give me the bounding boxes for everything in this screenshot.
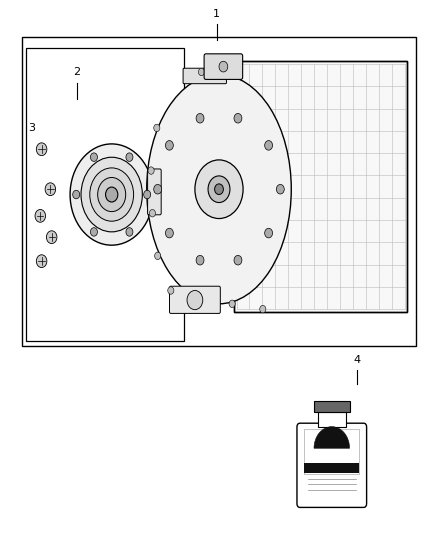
Circle shape (36, 143, 47, 156)
Circle shape (148, 167, 154, 174)
Bar (22, 37, 416, 346)
Circle shape (265, 141, 272, 150)
Circle shape (35, 209, 46, 222)
Circle shape (155, 252, 161, 260)
Circle shape (73, 190, 80, 199)
Bar (26, 48, 184, 341)
Circle shape (234, 255, 242, 265)
Bar (318, 412, 346, 427)
Circle shape (149, 209, 155, 217)
Circle shape (229, 66, 235, 73)
Circle shape (260, 305, 266, 313)
Circle shape (90, 228, 97, 236)
Text: 3: 3 (28, 123, 35, 133)
Bar (234, 61, 407, 312)
Circle shape (90, 153, 97, 161)
Wedge shape (314, 426, 350, 448)
Ellipse shape (147, 75, 291, 304)
Circle shape (154, 124, 160, 132)
FancyBboxPatch shape (170, 286, 220, 313)
Circle shape (166, 228, 173, 238)
Circle shape (90, 168, 134, 221)
Circle shape (45, 183, 56, 196)
Circle shape (166, 141, 173, 150)
Circle shape (106, 187, 118, 202)
Circle shape (187, 290, 203, 310)
Circle shape (229, 300, 235, 308)
Circle shape (234, 114, 242, 123)
Circle shape (276, 184, 284, 194)
Circle shape (198, 68, 205, 76)
Bar (234, 61, 407, 312)
Circle shape (195, 160, 243, 219)
Bar (304, 429, 359, 474)
Text: 1: 1 (213, 9, 220, 19)
Bar (304, 463, 359, 473)
Circle shape (196, 114, 204, 123)
Circle shape (46, 231, 57, 244)
FancyBboxPatch shape (183, 68, 226, 84)
Circle shape (168, 287, 174, 294)
Circle shape (98, 177, 126, 212)
Circle shape (144, 190, 151, 199)
Circle shape (126, 228, 133, 236)
Circle shape (81, 157, 142, 232)
FancyBboxPatch shape (204, 54, 243, 79)
Circle shape (126, 153, 133, 161)
Text: 2: 2 (73, 67, 80, 77)
Circle shape (70, 144, 153, 245)
Circle shape (196, 255, 204, 265)
Circle shape (215, 184, 223, 195)
Circle shape (208, 176, 230, 203)
Circle shape (36, 255, 47, 268)
Circle shape (265, 228, 272, 238)
Text: 4: 4 (353, 355, 360, 365)
FancyBboxPatch shape (148, 169, 161, 215)
Circle shape (154, 184, 162, 194)
FancyBboxPatch shape (297, 423, 367, 507)
Bar (314, 401, 350, 412)
Circle shape (219, 61, 228, 72)
